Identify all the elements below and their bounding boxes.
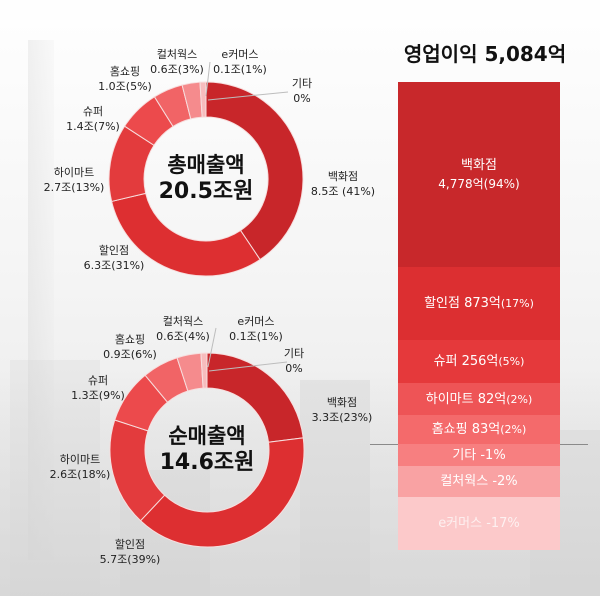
label-home-shopping: 홈쇼핑 1.0조(5%) — [98, 64, 152, 94]
profit-segment: e커머스 -17% — [398, 497, 560, 550]
segment-label: 홈쇼핑 83억(2%) — [431, 422, 527, 437]
label-name: 백화점 — [326, 396, 358, 409]
label-name: 할인점 — [98, 244, 130, 257]
operating-profit-title: 영업이익 5,084억 — [403, 42, 567, 66]
label-value: 5.7조(39%) — [99, 553, 161, 566]
label-name: 컬처웍스 — [162, 315, 204, 328]
label-name: 백화점 — [327, 170, 359, 183]
segment-label: 컬처웍스 -2% — [440, 474, 518, 489]
label-discount-store: 할인점 5.7조(39%) — [100, 537, 161, 567]
label-cultureworks: 컬처웍스 0.6조(3%) — [150, 47, 204, 77]
label-name: 홈쇼핑 — [109, 65, 141, 78]
segment-label: 할인점 873억(17%) — [424, 296, 534, 311]
label-name: 기타 — [283, 347, 305, 360]
label-value: 0.6조(3%) — [150, 63, 204, 76]
label-discount-store: 할인점 6.3조(31%) — [84, 243, 145, 273]
center-title: 순매출액 — [168, 424, 246, 448]
label-etc: 기타 0% — [292, 76, 312, 106]
label-value: 2.7조(13%) — [43, 181, 105, 194]
label-ecommerce: e커머스 0.1조(1%) — [229, 314, 283, 344]
profit-segment: 기타 -1% — [398, 444, 560, 466]
label-home-shopping: 홈쇼핑 0.9조(6%) — [103, 332, 157, 362]
profit-segment: 백화점 4,778억(94%) — [398, 82, 560, 267]
label-value: 0% — [293, 92, 311, 105]
donut-slice — [139, 437, 305, 548]
label-value: 1.4조(7%) — [66, 120, 120, 133]
leader-line-ecommerce — [205, 61, 211, 97]
donut-net-sales — [109, 352, 305, 548]
profit-segment: 홈쇼핑 83억(2%) — [398, 415, 560, 444]
label-name: 슈퍼 — [82, 105, 104, 118]
label-super: 슈퍼 1.4조(7%) — [66, 104, 120, 134]
label-name: 하이마트 — [53, 166, 95, 179]
segment-name: 백화점 — [461, 157, 497, 173]
label-value: 1.3조(9%) — [71, 389, 125, 402]
label-ecommerce: e커머스 0.1조(1%) — [213, 47, 267, 77]
label-etc: 기타 0% — [284, 346, 304, 376]
label-name: 슈퍼 — [87, 374, 109, 387]
donut-total-sales — [108, 81, 304, 277]
donut-total-center: 총매출액 20.5조원 — [159, 152, 254, 206]
profit-segment: 컬처웍스 -2% — [398, 466, 560, 497]
label-value: 0.6조(4%) — [156, 330, 210, 343]
label-himart: 하이마트 2.6조(18%) — [50, 452, 111, 482]
segment-label: e커머스 -17% — [438, 516, 520, 531]
label-name: 하이마트 — [59, 453, 101, 466]
segment-label: 기타 -1% — [452, 447, 506, 463]
label-value: 6.3조(31%) — [83, 259, 145, 272]
label-name: 기타 — [291, 77, 313, 90]
segment-value: 4,778억(94%) — [438, 176, 520, 191]
label-himart: 하이마트 2.7조(13%) — [44, 165, 105, 195]
label-value: 2.6조(18%) — [49, 468, 111, 481]
label-department-store: 백화점 8.5조 (41%) — [311, 169, 375, 199]
label-department-store: 백화점 3.3조(23%) — [312, 395, 373, 425]
segment-label: 하이마트 82억(2%) — [425, 391, 533, 407]
segment-label: 슈퍼 256억(5%) — [433, 354, 525, 369]
leader-line-etc — [207, 91, 289, 101]
label-value: 0.1조(1%) — [229, 330, 283, 343]
center-title: 총매출액 — [167, 153, 245, 177]
donut-slice — [205, 81, 304, 261]
profit-segment: 할인점 873억(17%) — [398, 267, 560, 340]
donut-net-center: 순매출액 14.6조원 — [160, 423, 255, 477]
label-name: e커머스 — [221, 48, 259, 61]
label-name: 컬처웍스 — [156, 48, 198, 61]
label-name: e커머스 — [237, 315, 275, 328]
label-value: 0.1조(1%) — [213, 63, 267, 76]
center-value: 20.5조원 — [158, 179, 254, 204]
leader-line-etc-2 — [208, 361, 288, 372]
label-value: 1.0조(5%) — [98, 80, 152, 93]
profit-segment: 하이마트 82억(2%) — [398, 383, 560, 415]
label-value: 0% — [285, 362, 303, 375]
label-value: 0.9조(6%) — [103, 348, 157, 361]
label-value: 3.3조(23%) — [311, 411, 373, 424]
center-value: 14.6조원 — [159, 450, 255, 475]
label-name: 할인점 — [114, 538, 146, 551]
label-super: 슈퍼 1.3조(9%) — [71, 373, 125, 403]
leader-line-ecommerce-2 — [207, 327, 217, 368]
label-name: 홈쇼핑 — [114, 333, 146, 346]
label-cultureworks: 컬처웍스 0.6조(4%) — [156, 314, 210, 344]
label-value: 8.5조 (41%) — [310, 185, 376, 198]
profit-segment: 슈퍼 256억(5%) — [398, 340, 560, 383]
